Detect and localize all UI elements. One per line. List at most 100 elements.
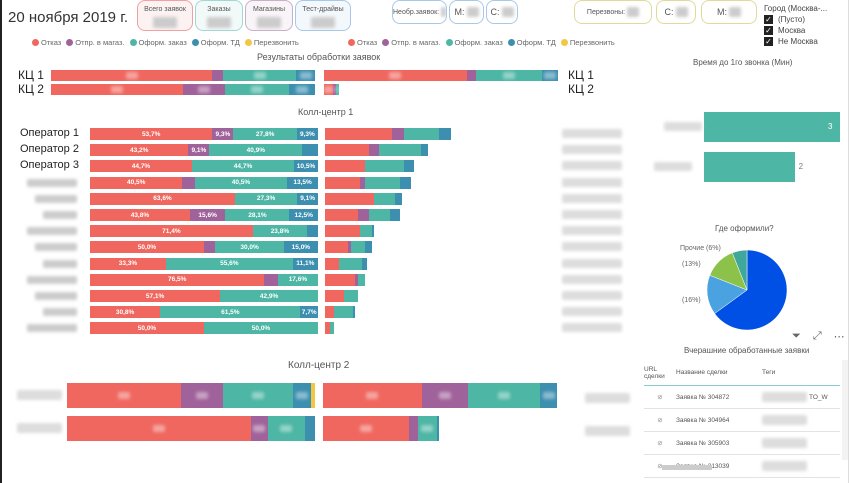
bar-segment[interactable] xyxy=(264,273,278,286)
first-call-bar[interactable] xyxy=(704,112,840,142)
bar-segment[interactable]: 63,6% xyxy=(90,192,235,205)
operator-percent-bar[interactable]: 57,1% 42,9% xyxy=(90,290,318,302)
link-icon[interactable]: ⊘ xyxy=(657,463,663,470)
bar-segment[interactable] xyxy=(369,144,379,157)
bar-segment[interactable] xyxy=(420,144,428,157)
bar-segment[interactable] xyxy=(421,383,468,408)
operator-count-bar[interactable] xyxy=(325,257,367,270)
bar-segment[interactable] xyxy=(436,416,439,441)
bar-segment[interactable] xyxy=(325,322,330,335)
bar-segment[interactable] xyxy=(357,209,370,221)
bar-segment[interactable] xyxy=(182,176,195,189)
table-row[interactable]: ⊘ Заявка № 305903 xyxy=(644,432,840,455)
legend-item[interactable]: Отпр. в магаз. xyxy=(66,38,125,47)
filter-option[interactable]: ✓ (Пусто) xyxy=(764,15,827,24)
bar-segment[interactable] xyxy=(325,209,358,221)
bar-segment[interactable]: 40,5% xyxy=(194,176,288,189)
pie-slice[interactable] xyxy=(714,249,788,331)
cc2-percent-bar[interactable] xyxy=(67,383,315,408)
bar-segment[interactable] xyxy=(541,70,558,81)
bar-segment[interactable] xyxy=(51,84,183,95)
bar-segment[interactable] xyxy=(325,128,393,140)
bar-segment[interactable]: 27,8% xyxy=(233,128,297,140)
bar-segment[interactable] xyxy=(307,225,318,238)
bar-segment[interactable]: 42,9% xyxy=(220,290,318,302)
operator-count-bar[interactable] xyxy=(325,160,414,173)
bar-segment[interactable] xyxy=(212,70,223,81)
col-name[interactable]: Название сделки xyxy=(676,369,728,376)
bar-segment[interactable]: 55,6% xyxy=(165,257,293,270)
bar-segment[interactable] xyxy=(333,84,336,95)
kpi-card[interactable]: Тест-драйвы xyxy=(295,0,351,31)
kc-count-bar[interactable] xyxy=(324,84,339,95)
counter-card[interactable]: С: xyxy=(656,0,696,24)
operator-count-bar[interactable] xyxy=(325,144,428,157)
bar-segment[interactable] xyxy=(323,383,422,408)
counter-card[interactable]: Перезвоны: xyxy=(574,0,652,24)
operator-count-bar[interactable] xyxy=(325,322,335,335)
operator-percent-bar[interactable]: 76,5% 17,6% xyxy=(90,273,318,286)
bar-segment[interactable]: 17,6% xyxy=(277,273,318,286)
bar-segment[interactable]: 61,5% xyxy=(160,306,301,319)
bar-segment[interactable]: 10,5% xyxy=(294,160,318,173)
bar-segment[interactable] xyxy=(408,416,419,441)
operator-count-bar[interactable] xyxy=(325,290,358,302)
legend-item[interactable]: Оформ. заказ xyxy=(445,38,503,47)
bar-segment[interactable]: 50,0% xyxy=(90,322,204,335)
operator-count-bar[interactable] xyxy=(325,192,402,205)
operator-percent-bar[interactable]: 33,3% 55,6% 11,1% xyxy=(90,257,318,270)
operator-percent-bar[interactable]: 40,5% 40,5% 13,5% xyxy=(90,176,318,189)
bar-segment[interactable] xyxy=(325,192,374,205)
operator-count-bar[interactable] xyxy=(325,209,400,221)
legend-item[interactable]: Отказ xyxy=(348,38,377,47)
bar-segment[interactable] xyxy=(362,257,367,270)
bar-segment[interactable] xyxy=(204,241,216,254)
bar-segment[interactable] xyxy=(364,241,372,254)
bar-segment[interactable] xyxy=(325,176,360,189)
bar-segment[interactable]: 71,4% xyxy=(90,225,253,238)
bar-segment[interactable]: 9,3% xyxy=(296,128,318,140)
filter-icon[interactable]: ⏷ xyxy=(792,330,801,342)
operator-count-bar[interactable] xyxy=(325,128,451,140)
bar-segment[interactable] xyxy=(394,192,402,205)
operator-percent-bar[interactable]: 43,8% 15,6% 28,1% 12,5% xyxy=(90,209,318,221)
bar-segment[interactable] xyxy=(540,383,557,408)
bar-segment[interactable] xyxy=(67,416,251,441)
operator-count-bar[interactable] xyxy=(325,241,372,254)
col-url[interactable]: URL сделки xyxy=(644,365,665,380)
link-icon[interactable]: ⊘ xyxy=(657,394,663,401)
counter-card[interactable]: С: xyxy=(486,0,518,24)
first-call-bar[interactable] xyxy=(704,152,795,182)
checkbox-checked-icon[interactable]: ✓ xyxy=(764,15,773,24)
bar-segment[interactable] xyxy=(223,383,293,408)
pie-slice[interactable] xyxy=(731,249,748,291)
cc2-percent-bar[interactable] xyxy=(67,416,315,441)
bar-segment[interactable] xyxy=(466,70,477,81)
checkbox-checked-icon[interactable]: ✓ xyxy=(764,37,773,46)
bar-segment[interactable] xyxy=(359,176,365,189)
bar-segment[interactable]: 33,3% xyxy=(90,257,166,270)
bar-segment[interactable] xyxy=(181,383,224,408)
legend-item[interactable]: Оформ. ТД xyxy=(191,38,240,47)
bar-segment[interactable]: 76,5% xyxy=(90,273,265,286)
bar-segment[interactable]: 57,1% xyxy=(90,290,221,302)
counter-card[interactable]: М: xyxy=(701,0,757,24)
bar-segment[interactable] xyxy=(404,160,414,173)
bar-segment[interactable]: 50,0% xyxy=(204,322,318,335)
counter-card[interactable]: Необр.заявок: xyxy=(392,0,447,24)
operator-percent-bar[interactable]: 71,4% 23,8% xyxy=(90,225,318,238)
bar-segment[interactable] xyxy=(364,160,405,173)
bar-segment[interactable] xyxy=(378,144,421,157)
operator-percent-bar[interactable]: 63,6% 27,3% 9,1% xyxy=(90,192,318,205)
bar-segment[interactable]: 30,0% xyxy=(215,241,284,254)
bar-segment[interactable]: 15,6% xyxy=(189,209,226,221)
cc2-count-bar[interactable] xyxy=(323,416,439,441)
link-icon[interactable]: ⊘ xyxy=(657,440,663,447)
bar-segment[interactable] xyxy=(250,416,268,441)
kpi-card[interactable]: Заказы xyxy=(195,0,243,31)
bar-segment[interactable] xyxy=(418,416,437,441)
bar-segment[interactable]: 12,5% xyxy=(289,209,318,221)
bar-segment[interactable] xyxy=(343,290,358,302)
bar-segment[interactable]: 40,9% xyxy=(209,144,303,157)
bar-segment[interactable] xyxy=(305,416,315,441)
